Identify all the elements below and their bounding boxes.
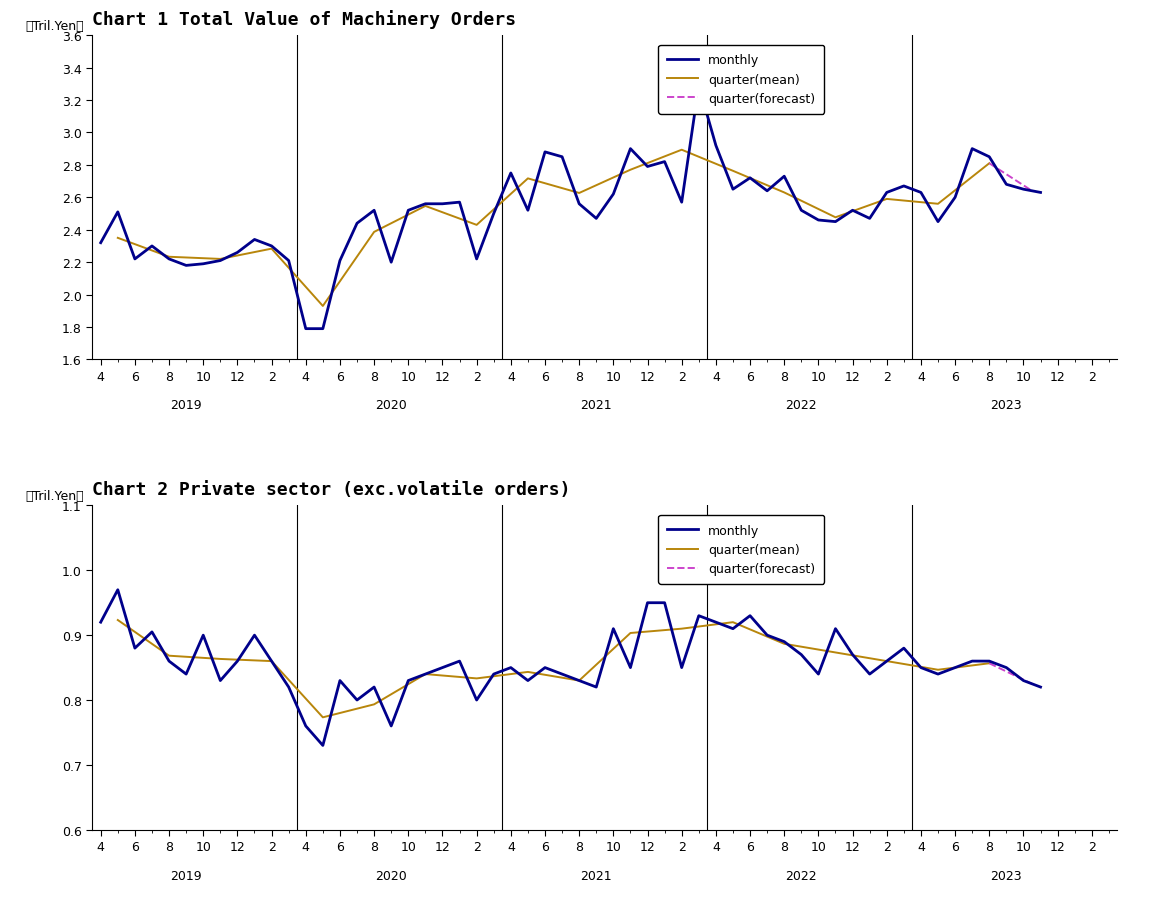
quarter(mean): [573, 189, 586, 199]
Text: 2021: 2021: [581, 869, 612, 881]
quarter(mean): [213, 254, 227, 265]
Text: Chart 1 Total Value of Machinery Orders: Chart 1 Total Value of Machinery Orders: [92, 10, 516, 29]
quarter(mean): [111, 233, 124, 244]
Text: 2023: 2023: [991, 399, 1022, 412]
quarter(mean): [675, 145, 689, 156]
quarter(mean): [983, 658, 996, 669]
quarter(mean): [265, 244, 279, 254]
quarter(mean): [931, 199, 945, 210]
quarter(mean): [418, 669, 432, 680]
quarter(forecast): [1025, 186, 1039, 197]
monthly: [692, 81, 706, 92]
quarter(mean): [931, 665, 945, 676]
Text: 〈Tril.Yen〉: 〈Tril.Yen〉: [25, 490, 84, 502]
Line: quarter(mean): quarter(mean): [118, 151, 990, 307]
monthly: [470, 695, 484, 705]
Line: monthly: monthly: [100, 87, 1040, 329]
quarter(mean): [880, 194, 894, 205]
quarter(mean): [623, 628, 637, 639]
monthly: [708, 141, 722, 152]
quarter(mean): [983, 159, 996, 170]
quarter(mean): [367, 227, 381, 238]
monthly: [298, 324, 312, 335]
monthly: [743, 611, 757, 621]
quarter(mean): [623, 165, 637, 176]
Text: Chart 2 Private sector (exc.volatile orders): Chart 2 Private sector (exc.volatile ord…: [92, 481, 570, 499]
monthly: [846, 206, 859, 216]
Line: quarter(forecast): quarter(forecast): [990, 164, 1032, 191]
Text: 2020: 2020: [376, 399, 407, 412]
quarter(forecast): [1025, 678, 1039, 689]
monthly: [93, 238, 107, 249]
quarter(mean): [316, 301, 329, 312]
Text: 2023: 2023: [991, 869, 1022, 881]
quarter(mean): [778, 639, 791, 649]
monthly: [641, 161, 654, 172]
monthly: [453, 198, 467, 208]
quarter(mean): [521, 667, 535, 677]
quarter(mean): [367, 699, 381, 710]
quarter(mean): [675, 623, 689, 634]
quarter(mean): [470, 673, 484, 684]
monthly: [316, 741, 329, 751]
quarter(forecast): [983, 159, 996, 170]
quarter(mean): [573, 676, 586, 686]
monthly: [846, 649, 859, 660]
quarter(mean): [111, 615, 124, 626]
monthly: [128, 643, 142, 654]
Text: 2022: 2022: [786, 869, 817, 881]
quarter(mean): [880, 656, 894, 667]
quarter(mean): [778, 188, 791, 198]
Line: monthly: monthly: [100, 590, 1040, 746]
quarter(mean): [828, 213, 842, 224]
Text: 2022: 2022: [786, 399, 817, 412]
quarter(forecast): [983, 658, 996, 669]
quarter(mean): [316, 712, 329, 723]
Text: 2019: 2019: [170, 869, 202, 881]
quarter(mean): [213, 654, 227, 665]
Text: 〈Tril.Yen〉: 〈Tril.Yen〉: [25, 20, 84, 32]
monthly: [708, 617, 722, 628]
quarter(mean): [470, 220, 484, 231]
Line: quarter(forecast): quarter(forecast): [990, 664, 1032, 684]
quarter(mean): [828, 648, 842, 658]
monthly: [111, 584, 124, 595]
quarter(mean): [726, 617, 740, 628]
monthly: [1033, 188, 1047, 198]
Line: quarter(mean): quarter(mean): [118, 621, 990, 717]
Text: 2020: 2020: [376, 869, 407, 881]
Text: 2019: 2019: [170, 399, 202, 412]
Legend: monthly, quarter(mean), quarter(forecast): monthly, quarter(mean), quarter(forecast…: [658, 46, 824, 115]
monthly: [658, 598, 672, 609]
Legend: monthly, quarter(mean), quarter(forecast): monthly, quarter(mean), quarter(forecast…: [658, 515, 824, 584]
quarter(mean): [726, 166, 740, 177]
quarter(mean): [265, 656, 279, 667]
quarter(mean): [418, 201, 432, 212]
monthly: [743, 173, 757, 184]
Text: 2021: 2021: [581, 399, 612, 412]
monthly: [1033, 682, 1047, 693]
monthly: [93, 617, 107, 628]
quarter(mean): [521, 174, 535, 185]
quarter(mean): [162, 650, 176, 661]
quarter(mean): [162, 252, 176, 262]
monthly: [111, 207, 124, 218]
